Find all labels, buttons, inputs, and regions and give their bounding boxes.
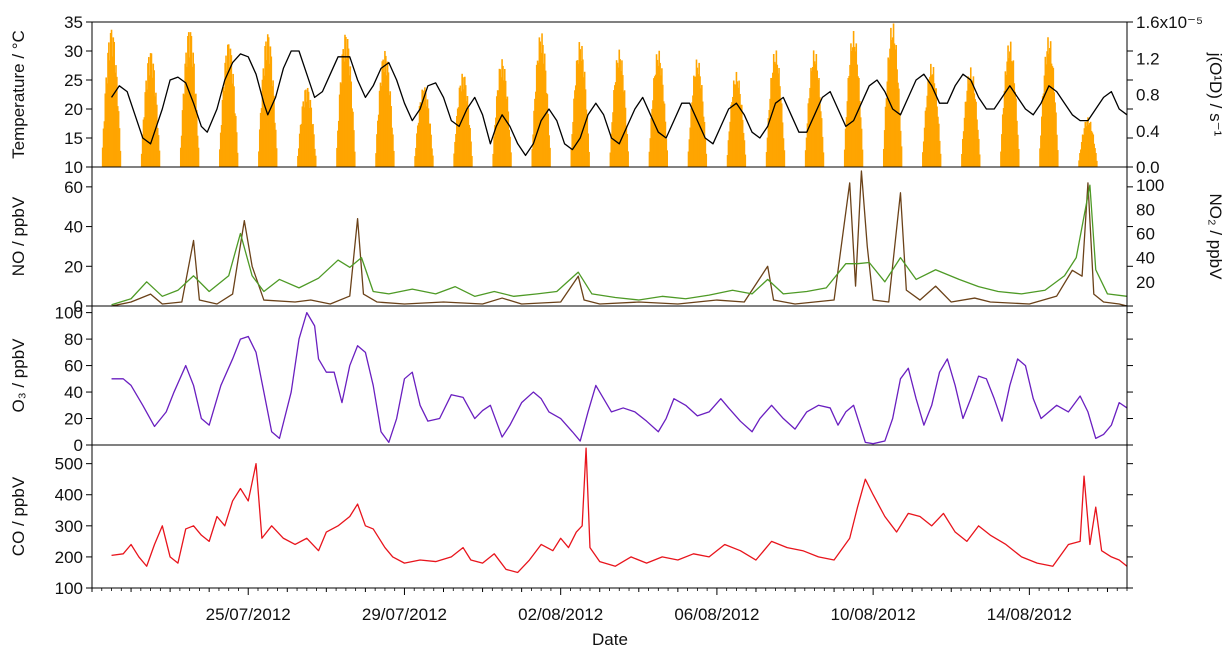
right-tick-label: 20 bbox=[1136, 273, 1155, 292]
panel-o3: 0 20 40 60 80 100 O₃ / ppbV bbox=[9, 304, 1133, 455]
left-tick-label: 40 bbox=[64, 383, 83, 402]
co-line-1 bbox=[111, 447, 1128, 574]
panel-temperature: 10 15 20 25 30 35 0.0 0.4 0.8 1.2 1.6x10⁻⁵ Temperat… bbox=[9, 13, 1225, 177]
nox-ylabel-right: NO₂ / ppbV bbox=[1206, 194, 1225, 281]
temperature-ylabel-right: j(O¹D) / s⁻¹ bbox=[1206, 52, 1225, 137]
right-tick-label: 0.0 bbox=[1136, 158, 1160, 177]
left-tick-label: 500 bbox=[55, 455, 83, 474]
left-tick-label: 200 bbox=[55, 548, 83, 567]
x-tick-label: 06/08/2012 bbox=[674, 605, 759, 624]
left-tick-label: 0 bbox=[74, 297, 83, 316]
co-ylabel-left: CO / ppbV bbox=[9, 476, 28, 556]
left-tick-label: 40 bbox=[64, 218, 83, 237]
left-tick-label: 20 bbox=[64, 100, 83, 119]
right-tick-label: 0.4 bbox=[1136, 122, 1160, 141]
right-tick-label: 40 bbox=[1136, 249, 1155, 268]
left-tick-label: 25 bbox=[64, 71, 83, 90]
o3-ylabel-left: O₃ / ppbV bbox=[9, 338, 28, 413]
x-tick-label: 02/08/2012 bbox=[518, 605, 603, 624]
x-tick-label: 25/07/2012 bbox=[206, 605, 291, 624]
right-tick-label: 60 bbox=[1136, 224, 1155, 243]
left-tick-label: 0 bbox=[74, 436, 83, 455]
left-tick-label: 100 bbox=[55, 579, 83, 598]
nox-ylabel-left: NO / ppbV bbox=[9, 196, 28, 276]
panel-co: 100 200 300 400 500 CO / ppbV bbox=[9, 444, 1133, 598]
left-tick-label: 100 bbox=[55, 304, 83, 323]
temperature-line-1 bbox=[110, 50, 1128, 157]
right-tick-label: 80 bbox=[1136, 200, 1155, 219]
x-axis-label: Date bbox=[592, 630, 628, 649]
panel-nox: 0 20 40 60 20 40 60 80 100 NO / ppbV NO₂ / ppbV bbox=[9, 166, 1225, 316]
left-tick-label: 35 bbox=[64, 13, 83, 32]
left-tick-label: 10 bbox=[64, 158, 83, 177]
x-tick-label: 29/07/2012 bbox=[362, 605, 447, 624]
left-tick-label: 20 bbox=[64, 410, 83, 429]
nox-line-1 bbox=[111, 170, 1128, 307]
right-tick-label: 100 bbox=[1136, 176, 1164, 195]
temperature-ylabel-left: Temperature / °C bbox=[9, 30, 28, 159]
right-tick-label: 1.2 bbox=[1136, 49, 1160, 68]
nox-line-2 bbox=[111, 184, 1128, 306]
o3-line-1 bbox=[111, 311, 1128, 445]
x-tick-label: 10/08/2012 bbox=[831, 605, 916, 624]
left-tick-label: 300 bbox=[55, 517, 83, 536]
x-tick-label: 14/08/2012 bbox=[987, 605, 1072, 624]
left-tick-label: 80 bbox=[64, 330, 83, 349]
left-tick-label: 60 bbox=[64, 357, 83, 376]
right-tick-label: 0.8 bbox=[1136, 86, 1160, 105]
co-frame bbox=[91, 444, 1128, 589]
left-tick-label: 15 bbox=[64, 129, 83, 148]
left-tick-label: 30 bbox=[64, 42, 83, 61]
left-tick-label: 20 bbox=[64, 257, 83, 276]
right-tick-label: 1.6x10⁻⁵ bbox=[1136, 13, 1203, 32]
left-tick-label: 400 bbox=[55, 486, 83, 505]
jO1D-bars bbox=[101, 23, 1098, 167]
o3-frame bbox=[91, 305, 1128, 446]
x-axis: 25/07/2012 29/07/2012 02/08/2012 06/08/2012… bbox=[91, 588, 1128, 649]
left-tick-label: 60 bbox=[64, 178, 83, 197]
